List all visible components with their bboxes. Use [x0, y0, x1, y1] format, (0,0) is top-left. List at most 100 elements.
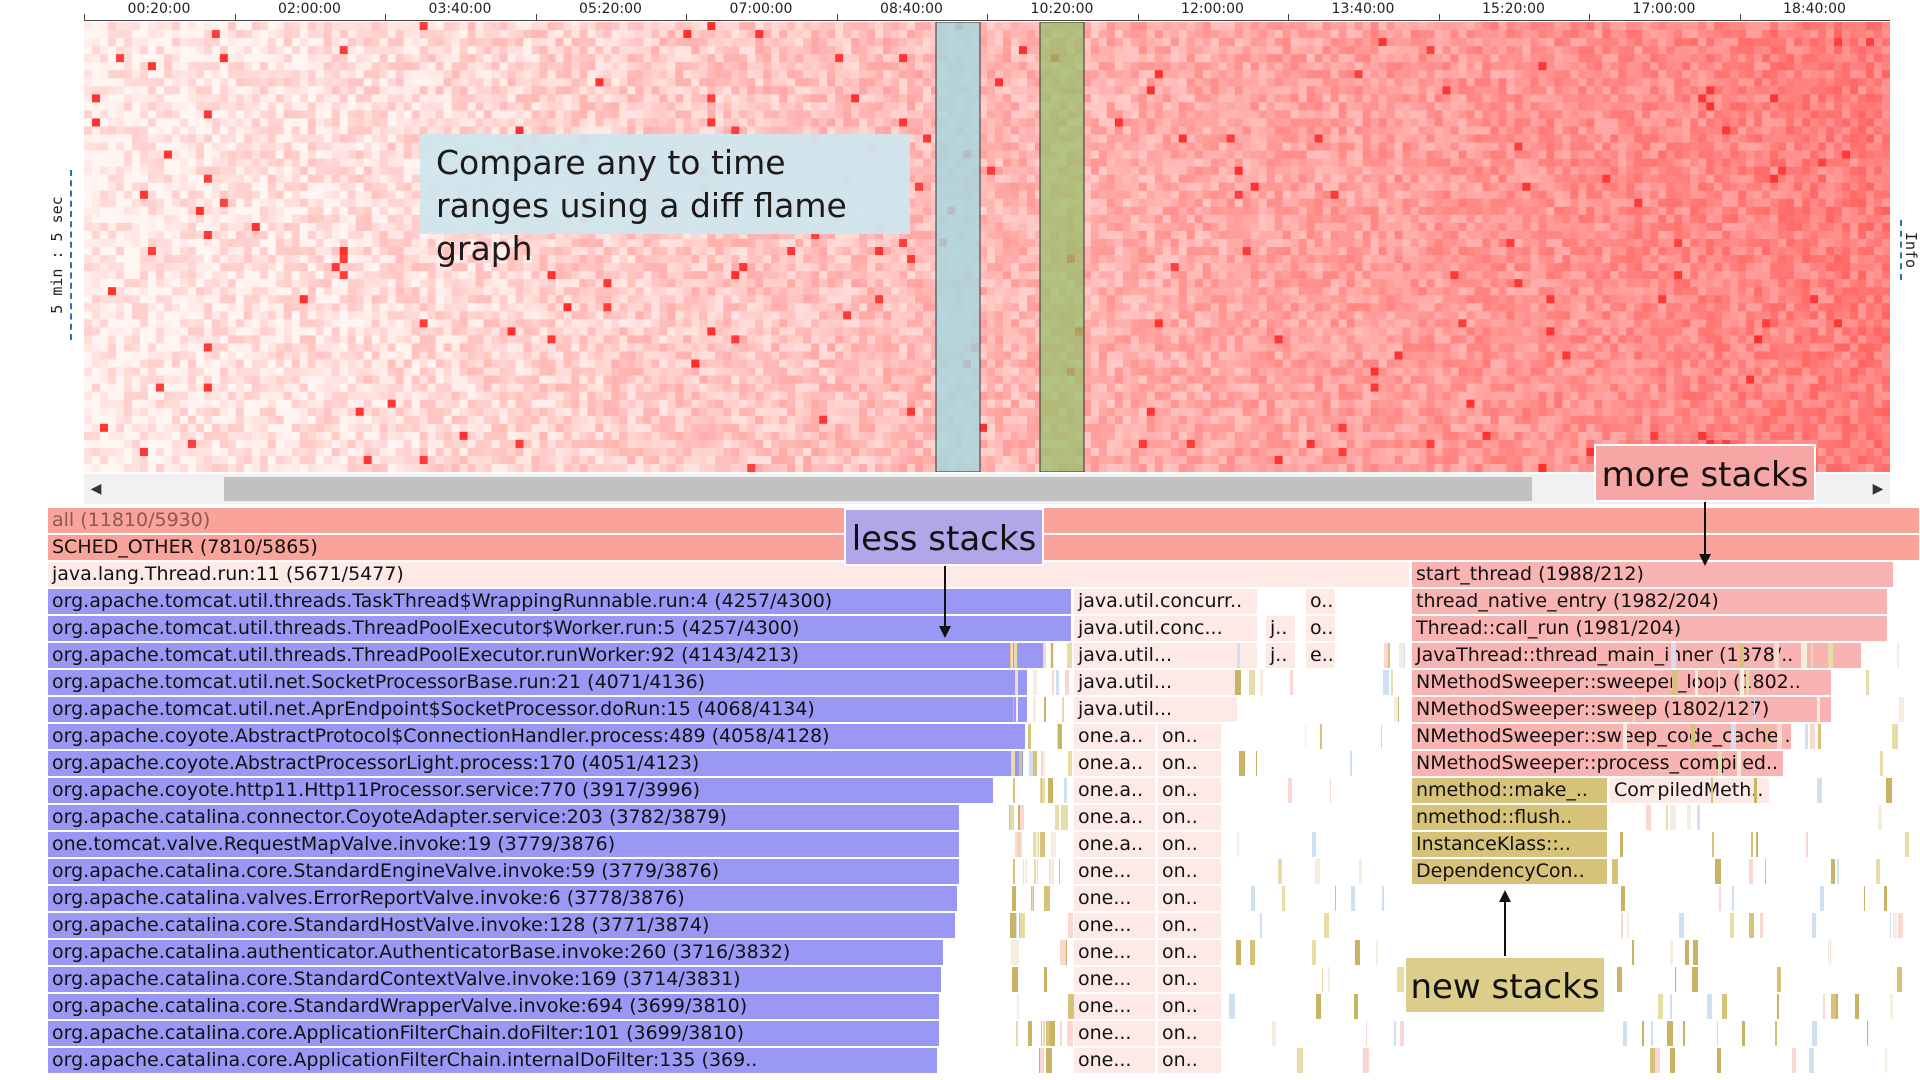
heatmap-cell[interactable]: [675, 247, 684, 256]
heatmap-cell[interactable]: [419, 38, 428, 47]
heatmap-cell[interactable]: [787, 46, 796, 55]
heatmap-cell[interactable]: [595, 86, 604, 95]
heatmap-cell[interactable]: [643, 238, 652, 248]
heatmap-cell[interactable]: [555, 38, 564, 47]
heatmap-cell[interactable]: [323, 319, 333, 328]
heatmap-cell[interactable]: [91, 247, 101, 256]
heatmap-cell[interactable]: [387, 319, 396, 328]
heatmap-cell[interactable]: [355, 375, 364, 384]
heatmap-cell[interactable]: [307, 463, 317, 472]
heatmap-cell[interactable]: [563, 102, 572, 111]
heatmap-cell[interactable]: [571, 102, 580, 111]
heatmap-cell[interactable]: [291, 279, 301, 288]
heatmap-cell[interactable]: [707, 62, 716, 71]
heatmap-cell[interactable]: [667, 359, 676, 368]
heatmap-cell[interactable]: [155, 206, 165, 216]
heatmap-cell[interactable]: [659, 327, 668, 336]
heatmap-cell[interactable]: [459, 54, 468, 63]
heatmap-cell[interactable]: [603, 46, 612, 55]
heatmap-cell[interactable]: [203, 214, 213, 224]
heatmap-cell[interactable]: [763, 399, 772, 409]
heatmap-cell[interactable]: [91, 46, 101, 55]
heatmap-cell[interactable]: [267, 238, 277, 248]
heatmap-cell[interactable]: [435, 271, 444, 280]
heatmap-cell[interactable]: [243, 271, 253, 280]
heatmap-cell[interactable]: [675, 439, 684, 449]
heatmap-cell[interactable]: [243, 335, 253, 344]
heatmap-cell[interactable]: [139, 182, 149, 192]
heatmap-cell[interactable]: [331, 279, 341, 288]
heatmap-cell[interactable]: [339, 391, 349, 400]
heatmap-cell[interactable]: [739, 375, 748, 384]
heatmap-cell[interactable]: [203, 271, 213, 280]
heatmap-cell[interactable]: [291, 198, 301, 208]
heatmap-cell[interactable]: [691, 230, 700, 240]
heatmap-cell[interactable]: [84, 166, 93, 175]
heatmap-cell[interactable]: [627, 126, 636, 135]
heatmap-cell[interactable]: [379, 214, 388, 224]
heatmap-cell[interactable]: [419, 327, 428, 336]
heatmap-cell[interactable]: [259, 222, 269, 232]
heatmap-cell[interactable]: [755, 238, 764, 248]
heatmap-cell[interactable]: [195, 279, 205, 288]
heatmap-cell[interactable]: [107, 174, 117, 184]
heatmap-cell[interactable]: [99, 407, 109, 417]
heatmap-cell[interactable]: [203, 158, 213, 167]
heatmap-cell[interactable]: [187, 335, 197, 344]
heatmap-cell[interactable]: [659, 303, 668, 312]
heatmap-cell[interactable]: [219, 423, 229, 433]
heatmap-cell[interactable]: [579, 351, 588, 360]
heatmap-cell[interactable]: [139, 142, 149, 151]
heatmap-cell[interactable]: [147, 391, 157, 400]
heatmap-cell[interactable]: [243, 86, 253, 95]
heatmap-cell[interactable]: [331, 383, 341, 392]
heatmap-cell[interactable]: [523, 38, 532, 47]
heatmap-cell[interactable]: [395, 399, 404, 409]
heatmap-cell[interactable]: [387, 166, 396, 175]
heatmap-cell[interactable]: [627, 383, 636, 392]
heatmap-cell[interactable]: [707, 110, 716, 119]
heatmap-cell[interactable]: [411, 238, 420, 248]
heatmap-cell[interactable]: [651, 359, 660, 368]
heatmap-cell[interactable]: [723, 255, 732, 264]
heatmap-cell[interactable]: [315, 174, 325, 184]
heatmap-cell[interactable]: [331, 70, 341, 79]
heatmap-cell[interactable]: [787, 279, 796, 288]
heatmap-cell[interactable]: [419, 279, 428, 288]
heatmap-cell[interactable]: [115, 38, 125, 47]
heatmap-cell[interactable]: [603, 431, 612, 441]
heatmap-cell[interactable]: [379, 182, 388, 192]
heatmap-cell[interactable]: [99, 94, 109, 103]
heatmap-cell[interactable]: [787, 335, 796, 344]
heatmap-cell[interactable]: [547, 54, 556, 63]
heatmap-cell[interactable]: [235, 86, 245, 95]
heatmap-cell[interactable]: [251, 150, 261, 159]
heatmap-cell[interactable]: [307, 287, 317, 296]
heatmap-cell[interactable]: [307, 102, 317, 111]
heatmap-cell[interactable]: [323, 311, 333, 320]
heatmap-cell[interactable]: [723, 463, 732, 472]
heatmap-cell[interactable]: [307, 86, 317, 95]
heatmap-cell[interactable]: [779, 303, 788, 312]
heatmap-cell[interactable]: [259, 150, 269, 159]
heatmap-cell[interactable]: [747, 255, 756, 264]
heatmap-cell[interactable]: [147, 222, 157, 232]
heatmap-cell[interactable]: [139, 222, 149, 232]
heatmap-cell[interactable]: [267, 174, 277, 184]
heatmap-cell[interactable]: [555, 423, 564, 433]
heatmap-cell[interactable]: [315, 142, 325, 151]
heatmap-cell[interactable]: [227, 351, 237, 360]
heatmap-cell[interactable]: [123, 150, 133, 159]
heatmap-cell[interactable]: [115, 158, 125, 167]
heatmap-cell[interactable]: [747, 30, 756, 39]
heatmap-cell[interactable]: [475, 94, 484, 103]
heatmap-cell[interactable]: [395, 214, 404, 224]
heatmap-cell[interactable]: [187, 367, 197, 376]
heatmap-cell[interactable]: [211, 415, 221, 425]
heatmap-cell[interactable]: [235, 30, 245, 39]
heatmap-cell[interactable]: [163, 455, 173, 465]
heatmap-cell[interactable]: [459, 335, 468, 344]
heatmap-cell[interactable]: [299, 54, 309, 63]
heatmap-cell[interactable]: [555, 383, 564, 392]
heatmap-cell[interactable]: [539, 407, 548, 417]
